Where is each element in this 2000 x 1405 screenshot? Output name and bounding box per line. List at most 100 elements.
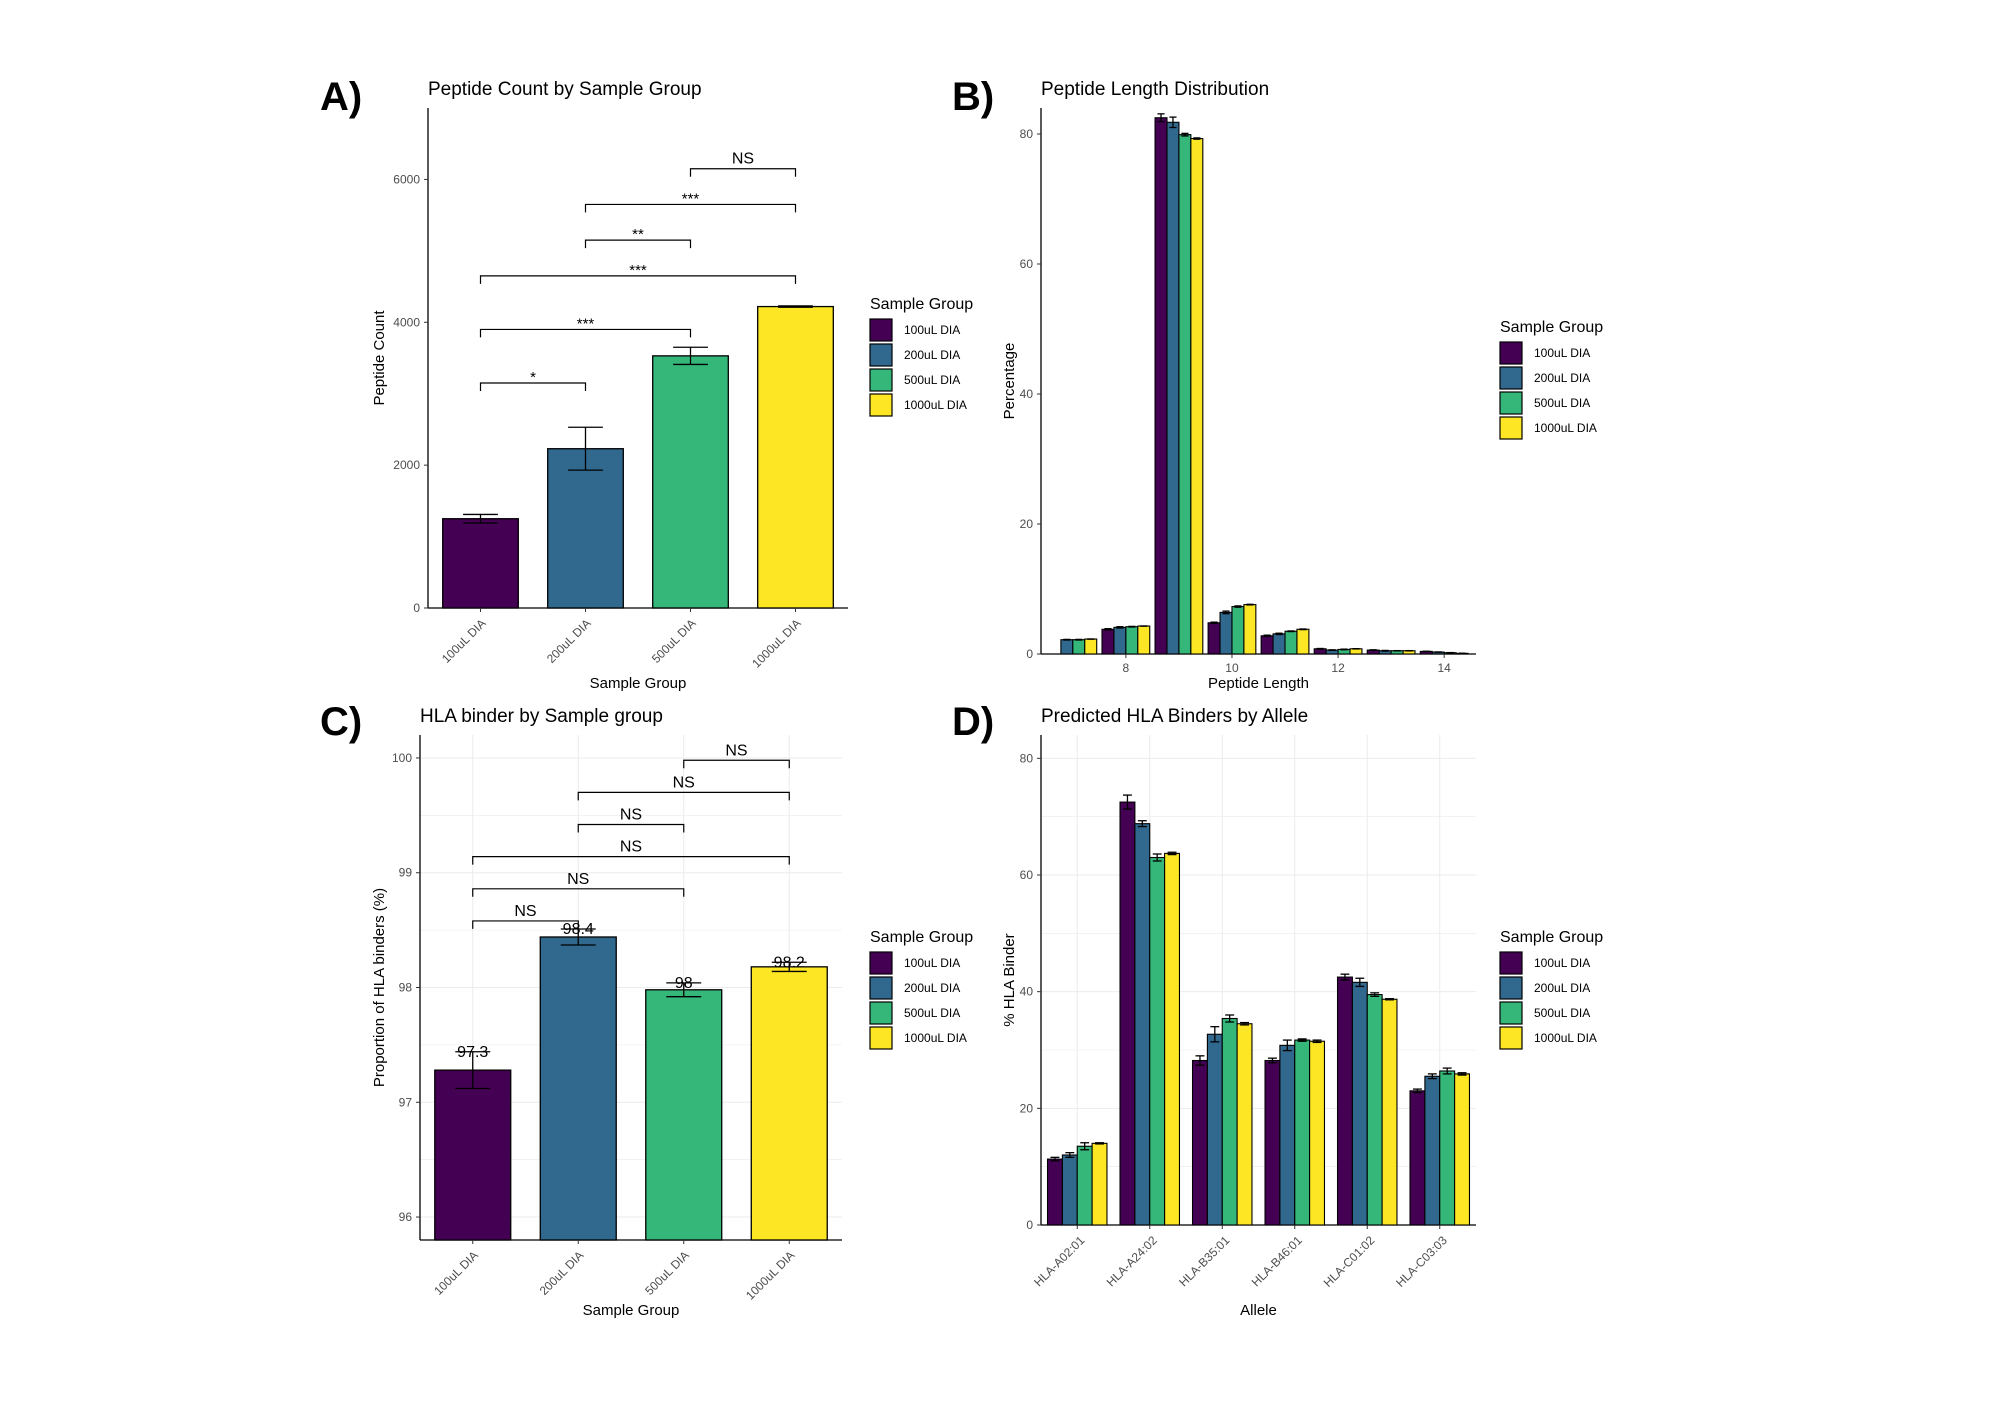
legend-swatch-1 [869,343,893,367]
legend-label-2: 500uL DIA [904,1006,960,1020]
bar-1-2 [1149,856,1166,1226]
bars-0: 100uL DIA 200uL DIA 500uL DIA 1000uL DIA [439,305,834,671]
legend-label-1: 200uL DIA [1534,371,1590,385]
bar-4-3 [1381,998,1398,1226]
y-tick-label-3: 6000 [393,172,420,186]
y-tick-label-0: 0 [413,601,420,615]
panel-letter-2: C) [320,700,362,744]
panel-title-1: Peptide Length Distribution [1041,79,1269,100]
y-tick-label-3: 99 [399,866,413,880]
panel-title-3: Predicted HLA Binders by Allele [1041,706,1308,727]
x-tick-label-2: 500uL DIA [649,616,699,666]
bar-2-3 [1236,1023,1253,1226]
bar-0 [434,1069,512,1241]
x-tick-label-5: HLA-C03:03 [1393,1233,1450,1290]
legend-swatch-1 [1499,366,1523,390]
data-label-2: 98 [675,975,693,992]
y-tick-label-3: 60 [1020,868,1034,882]
bar-1-2 [1125,626,1139,655]
legend-swatch-1 [869,976,893,1000]
x-axis-title-3: Allele [1240,1302,1277,1319]
sig-bracket-2 [472,856,790,865]
bar-4-1 [1351,981,1368,1226]
legend-swatch-3 [1499,1026,1523,1050]
y-tick-label-4: 80 [1020,751,1034,765]
panel-letter-3: D) [952,700,994,744]
legend-label-3: 1000uL DIA [904,398,967,412]
sig-label-3: NS [620,807,642,824]
x-tick-label-2: HLA-B35:01 [1176,1233,1232,1289]
x-ticks-1: 8 10 12 14 [1123,654,1451,675]
legend-label-3: 1000uL DIA [1534,421,1597,435]
y-tick-label-0: 0 [1026,647,1033,661]
legend-swatch-0 [869,951,893,975]
bar-1-1 [1134,823,1151,1226]
y-tick-label-4: 100 [392,751,412,765]
legend-swatch-0 [869,318,893,342]
x-tick-label-0: HLA-A02:01 [1031,1233,1087,1289]
x-tick-label-1: 200uL DIA [537,1248,587,1298]
sig-bracket-1 [472,888,685,897]
bar-2-0 [1191,1059,1208,1226]
bar-1 [539,936,617,1241]
bar-5-3 [1349,648,1363,655]
x-tick-label-1: HLA-A24:02 [1104,1233,1160,1289]
sig-bracket-2 [479,275,797,284]
legend-swatch-2 [869,368,893,392]
bar-2-1 [1206,1033,1223,1226]
sig-bracket-0 [472,920,579,929]
x-axis-title-2: Sample Group [583,1302,680,1319]
panel-letter-1: B) [952,75,994,119]
bar-4-2 [1284,630,1298,655]
bar-0-3 [1091,1142,1108,1226]
x-tick-label-0: 100uL DIA [431,1248,481,1298]
legend-label-2: 500uL DIA [1534,1006,1590,1020]
y-tick-label-0: 0 [1026,1218,1033,1232]
bar-3-1 [1219,611,1233,655]
bar-2-2 [1178,134,1192,655]
bar-2 [645,989,723,1241]
bar-3 [757,305,834,609]
sig-label-5: NS [725,742,747,759]
x-axis-title-0: Sample Group [590,675,687,692]
y-tick-label-1: 20 [1020,517,1034,531]
bar-3-2 [1294,1039,1311,1226]
bars-1 [1060,113,1469,655]
bar-5-1 [1424,1075,1441,1226]
bar-2-3 [1190,138,1204,655]
sig-bracket-0 [479,382,587,391]
bar-0-1 [1060,639,1074,655]
sig-bracket-1 [479,328,692,338]
legend-label-0: 100uL DIA [1534,956,1590,970]
x-tick-label-3: 1000uL DIA [749,616,803,670]
data-label-0: 97.3 [457,1044,488,1061]
y-axis-title-0: Peptide Count [371,310,388,406]
x-tick-label-1: 10 [1225,661,1239,675]
bar-3-2 [1231,605,1245,655]
bar-4-3 [1296,628,1310,655]
bar-3-3 [1309,1040,1326,1226]
sig-label-1: *** [577,315,595,332]
bar-4-1 [1272,633,1286,655]
bar-3 [750,966,828,1241]
legend-swatch-2 [1499,1001,1523,1025]
x-tick-label-4: HLA-C01:02 [1321,1233,1378,1290]
bar-0 [442,518,519,609]
legend-label-1: 200uL DIA [904,348,960,362]
bar-0-2 [1072,639,1086,655]
bar-1-3 [1164,852,1181,1226]
legend-title: Sample Group [870,929,973,946]
y-tick-label-2: 98 [399,981,413,995]
y-tick-label-3: 60 [1020,257,1034,271]
axes-1: 0 20 40 60 80 [1020,108,1476,661]
sig-label-4: *** [682,190,700,207]
legend-swatch-2 [1499,391,1523,415]
x-tick-label-2: 12 [1331,661,1345,675]
legend-swatch-0 [1499,951,1523,975]
legend-swatch-2 [869,1001,893,1025]
legend-title: Sample Group [1500,929,1603,946]
bar-3-1 [1279,1044,1296,1226]
y-axis-title-2: Proportion of HLA binders (%) [371,888,388,1087]
bar-0-0 [1046,1158,1063,1226]
